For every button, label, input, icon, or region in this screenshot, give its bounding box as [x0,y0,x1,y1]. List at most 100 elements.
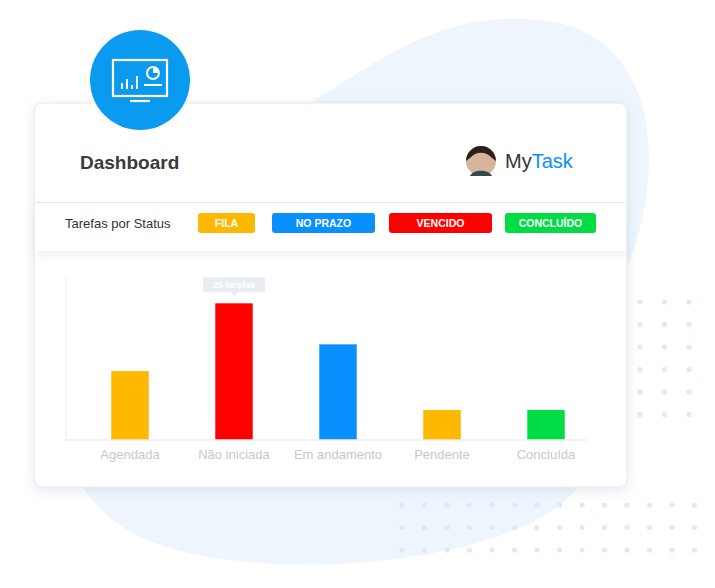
icon-line [144,84,162,86]
dot [512,502,517,507]
x-tick-label: Não iniciada [198,447,270,462]
dashboard-title: Dashboard [80,152,179,173]
legend-swatch [505,213,596,233]
annotation-pointer [230,292,238,296]
x-tick-label: Agendada [100,447,160,462]
bar [423,410,460,440]
dot [602,525,607,530]
avatar-face [466,146,496,176]
avatar-shirt [470,171,492,176]
annotation: 25 tarefas [203,277,265,296]
dot [637,322,642,327]
dot [637,389,642,394]
dot [489,525,494,530]
avatar [466,146,496,176]
dot [512,547,517,552]
icon-bar [126,79,128,89]
x-tick: Não iniciada [198,447,270,462]
dot [662,322,667,327]
dot [662,344,667,349]
dot [557,525,562,530]
dot [662,412,667,417]
dot [444,525,449,530]
legend-row [35,203,626,251]
y-axis-line [66,276,67,440]
bar [215,303,252,440]
dot [669,547,674,552]
annotation-text: 25 tarefas [213,280,255,290]
dot [399,547,404,552]
dashboard-icon [90,30,190,130]
dot [686,299,691,304]
dot [444,547,449,552]
dot [602,547,607,552]
dot [686,412,691,417]
dot [534,502,539,507]
x-axis: Agendada Não iniciada Em andamento Pendente… [66,440,588,462]
dot [489,502,494,507]
legend-entry: CONCLUÍDO [505,213,596,233]
x-tick-label: Em andamento [294,447,382,462]
x-tick: Pendente [414,447,470,462]
dot [602,502,607,507]
dot [422,525,427,530]
brand-part: Task [532,150,574,172]
icon-screen [113,60,167,96]
dot [399,502,404,507]
dot [637,344,642,349]
dot [692,502,697,507]
dot [399,525,404,530]
icon-circle [90,30,190,130]
dot [557,547,562,552]
dot [647,547,652,552]
legend: FILA NO PRAZO VENCIDO CONCLUÍDO [198,213,596,233]
dot [422,502,427,507]
legend-swatch [198,213,255,233]
dot [579,547,584,552]
dot [686,367,691,372]
dot [624,525,629,530]
dot [579,525,584,530]
legend-label: CONCLUÍDO [519,217,583,229]
legend-entry: NO PRAZO [272,213,375,233]
bar [527,410,564,440]
dot [467,547,472,552]
legend-label: VENCIDO [417,217,465,229]
dot [467,502,472,507]
dot [624,502,629,507]
legend-swatch [389,213,492,233]
legend-entry: FILA [198,213,255,233]
bar [111,371,148,440]
annotation-box [203,277,265,292]
chart-title: Tarefas por Status [65,216,171,231]
dot [647,525,652,530]
dot [686,322,691,327]
dot [579,502,584,507]
x-tick-label: Concluída [517,447,576,462]
dot [467,525,472,530]
dot [422,547,427,552]
dot [686,344,691,349]
legend-label: NO PRAZO [296,217,351,229]
legend-swatch [272,213,375,233]
dot [692,525,697,530]
header-divider [35,202,626,203]
dot [662,389,667,394]
card [34,103,627,487]
icon-pie [147,67,159,79]
dot [662,367,667,372]
dot [637,412,642,417]
dot [512,525,517,530]
x-tick: Em andamento [294,447,382,462]
dot [686,389,691,394]
avatar-hair [466,146,496,161]
dot [489,547,494,552]
dot [444,502,449,507]
icon-bar [136,76,138,89]
dot [534,547,539,552]
x-tick: Agendada [100,447,160,462]
dot [534,525,539,530]
x-tick: Concluída [517,447,576,462]
legend-label: FILA [215,217,239,229]
dot [557,502,562,507]
